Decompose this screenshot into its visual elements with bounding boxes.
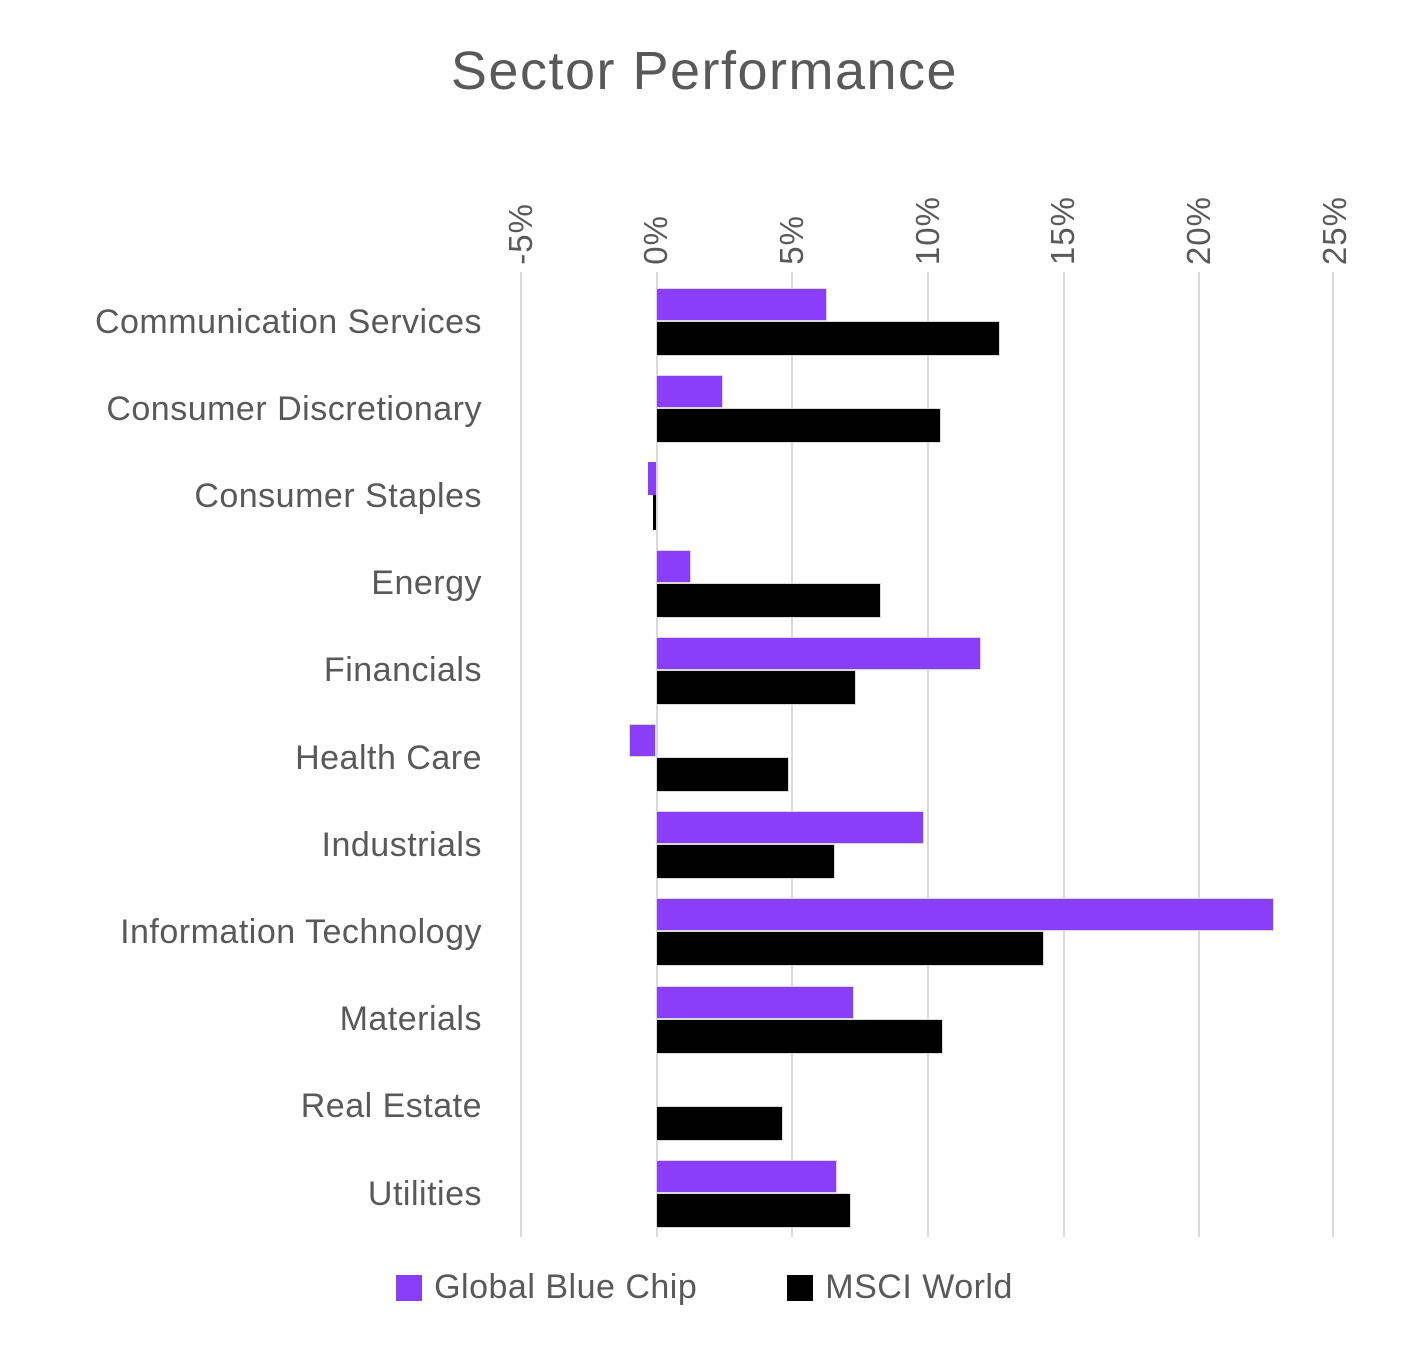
plot-area [520,272,1334,1237]
category-label-materials: Materials [339,1000,482,1039]
bar-global-blue-chip-information-technology [655,898,1275,932]
category-label-industrials: Industrials [321,825,482,864]
legend-item-msci-world: MSCI World [787,1268,1013,1307]
bar-msci-world-real-estate [655,1105,784,1141]
bar-global-blue-chip-materials [655,985,854,1019]
legend-label-global-blue-chip: Global Blue Chip [434,1268,698,1306]
bar-msci-world-consumer-staples [652,495,656,531]
gridline-5 [791,272,794,1237]
category-label-financials: Financials [323,651,482,690]
bar-global-blue-chip-industrials [655,811,925,845]
category-label-information-technology: Information Technology [120,912,482,951]
bar-msci-world-industrials [655,844,835,880]
x-axis-tick-label: -5% [501,203,539,265]
x-axis-tick-20: 20% [1175,150,1221,265]
legend: Global Blue Chip MSCI World [0,1268,1409,1307]
category-label-consumer-discretionary: Consumer Discretionary [106,389,482,428]
category-label-consumer-staples: Consumer Staples [194,476,482,515]
bar-msci-world-communication-services [655,321,1001,356]
gridline-25 [1332,272,1334,1237]
x-axis-tick-0: 0% [633,150,679,265]
category-label-energy: Energy [371,564,482,603]
bar-global-blue-chip-energy [655,549,691,583]
bar-global-blue-chip-communication-services [655,288,827,321]
bar-msci-world-energy [655,582,881,618]
gridline-15 [1062,272,1065,1237]
category-label-real-estate: Real Estate [300,1087,482,1126]
bar-global-blue-chip-consumer-staples [647,462,656,496]
bar-global-blue-chip-financials [655,636,982,670]
x-axis-tick-5: 5% [768,150,814,265]
bar-global-blue-chip-health-care [628,724,656,757]
x-axis-tick-10: 10% [904,150,950,265]
gridline--5 [520,272,522,1237]
x-axis-tick-label: 5% [772,215,810,265]
x-axis-tick-label: 20% [1179,195,1217,265]
bar-global-blue-chip-consumer-discretionary [655,375,724,409]
x-axis-tick--5: -5% [497,150,543,265]
bar-msci-world-consumer-discretionary [655,408,941,444]
chart-title: Sector Performance [450,41,959,101]
legend-swatch-global-blue-chip-icon [396,1274,423,1301]
category-label-health-care: Health Care [295,738,482,777]
x-axis-tick-label: 15% [1044,195,1082,265]
legend-item-global-blue-chip: Global Blue Chip [396,1268,697,1307]
gridline-0 [655,272,658,1237]
x-axis-tick-label: 10% [908,195,946,265]
bar-msci-world-financials [655,669,857,705]
bar-msci-world-information-technology [655,931,1044,967]
legend-swatch-msci-world-icon [787,1274,814,1301]
x-axis-tick-25: 25% [1311,150,1357,265]
gridline-10 [927,272,929,1237]
bar-msci-world-utilities [655,1193,852,1228]
x-axis-tick-label: 0% [637,215,675,265]
bar-msci-world-materials [655,1018,944,1054]
category-label-communication-services: Communication Services [94,302,482,341]
x-axis-tick-label: 25% [1315,195,1353,265]
x-axis-tick-15: 15% [1040,150,1086,265]
category-label-utilities: Utilities [367,1174,482,1213]
legend-label-msci-world: MSCI World [825,1268,1013,1306]
bar-msci-world-health-care [655,757,789,792]
bar-global-blue-chip-utilities [655,1160,838,1193]
gridline-20 [1198,272,1201,1237]
